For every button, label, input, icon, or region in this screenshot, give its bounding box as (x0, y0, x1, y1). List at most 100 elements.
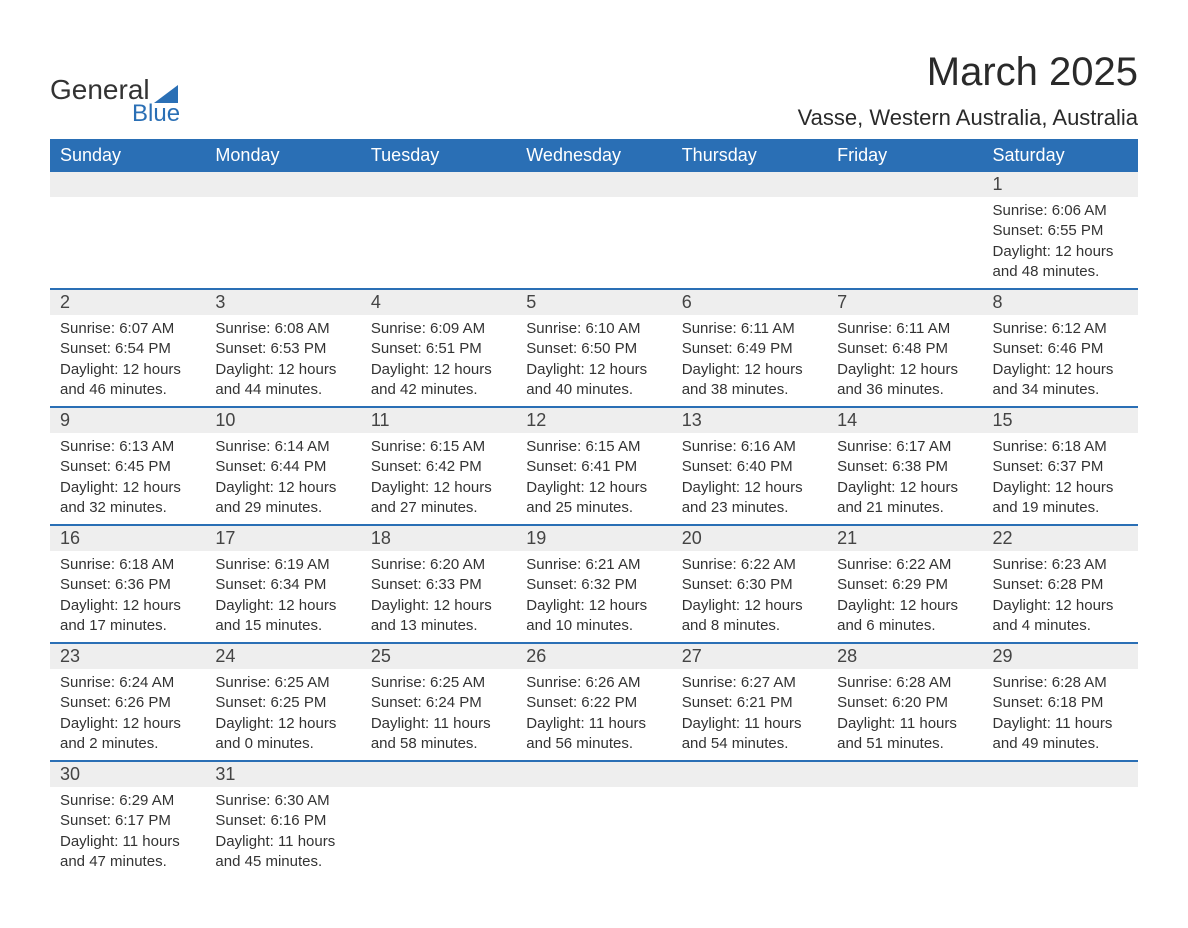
day-detail-cell: Sunrise: 6:12 AMSunset: 6:46 PMDaylight:… (983, 315, 1138, 407)
day-number-cell: 26 (516, 643, 671, 669)
week-daynum-row: 2345678 (50, 289, 1138, 315)
day-number-cell: 24 (205, 643, 360, 669)
day-number-cell: 27 (672, 643, 827, 669)
sunset-line: Sunset: 6:29 PM (837, 575, 972, 595)
sunset-line: Sunset: 6:30 PM (682, 575, 817, 595)
daylight-line: Daylight: 12 hours and 15 minutes. (215, 596, 350, 637)
sunrise-line: Sunrise: 6:25 AM (371, 673, 506, 693)
sunset-line: Sunset: 6:37 PM (993, 457, 1128, 477)
day-detail-cell: Sunrise: 6:21 AMSunset: 6:32 PMDaylight:… (516, 551, 671, 643)
sunrise-line: Sunrise: 6:25 AM (215, 673, 350, 693)
day-detail-cell: Sunrise: 6:27 AMSunset: 6:21 PMDaylight:… (672, 669, 827, 761)
day-detail-cell: Sunrise: 6:08 AMSunset: 6:53 PMDaylight:… (205, 315, 360, 407)
sunrise-line: Sunrise: 6:30 AM (215, 791, 350, 811)
daylight-line: Daylight: 12 hours and 2 minutes. (60, 714, 195, 755)
sunrise-line: Sunrise: 6:13 AM (60, 437, 195, 457)
day-detail-cell (205, 197, 360, 289)
day-number-cell: 2 (50, 289, 205, 315)
day-number-cell: 4 (361, 289, 516, 315)
sunrise-line: Sunrise: 6:23 AM (993, 555, 1128, 575)
day-detail-cell: Sunrise: 6:22 AMSunset: 6:30 PMDaylight:… (672, 551, 827, 643)
day-number-cell: 31 (205, 761, 360, 787)
day-detail-cell: Sunrise: 6:16 AMSunset: 6:40 PMDaylight:… (672, 433, 827, 525)
daylight-line: Daylight: 12 hours and 8 minutes. (682, 596, 817, 637)
sunrise-line: Sunrise: 6:18 AM (60, 555, 195, 575)
day-number-cell (827, 761, 982, 787)
day-number-cell: 29 (983, 643, 1138, 669)
day-number-cell: 22 (983, 525, 1138, 551)
sunset-line: Sunset: 6:16 PM (215, 811, 350, 831)
sunrise-line: Sunrise: 6:15 AM (526, 437, 661, 457)
day-detail-cell: Sunrise: 6:25 AMSunset: 6:25 PMDaylight:… (205, 669, 360, 761)
day-number-cell (361, 172, 516, 197)
sunrise-line: Sunrise: 6:08 AM (215, 319, 350, 339)
week-detail-row: Sunrise: 6:24 AMSunset: 6:26 PMDaylight:… (50, 669, 1138, 761)
sunset-line: Sunset: 6:45 PM (60, 457, 195, 477)
day-number-cell (516, 172, 671, 197)
day-number-cell: 5 (516, 289, 671, 315)
daylight-line: Daylight: 11 hours and 49 minutes. (993, 714, 1128, 755)
day-number-cell: 12 (516, 407, 671, 433)
sunrise-line: Sunrise: 6:22 AM (682, 555, 817, 575)
dayname-tuesday: Tuesday (361, 139, 516, 172)
week-daynum-row: 23242526272829 (50, 643, 1138, 669)
day-detail-cell: Sunrise: 6:14 AMSunset: 6:44 PMDaylight:… (205, 433, 360, 525)
day-detail-cell: Sunrise: 6:22 AMSunset: 6:29 PMDaylight:… (827, 551, 982, 643)
daylight-line: Daylight: 12 hours and 48 minutes. (993, 242, 1128, 283)
day-number-cell: 19 (516, 525, 671, 551)
daylight-line: Daylight: 12 hours and 32 minutes. (60, 478, 195, 519)
day-detail-cell (983, 787, 1138, 878)
day-number-cell (361, 761, 516, 787)
sunrise-line: Sunrise: 6:22 AM (837, 555, 972, 575)
daylight-line: Daylight: 11 hours and 47 minutes. (60, 832, 195, 873)
week-daynum-row: 3031 (50, 761, 1138, 787)
day-detail-cell: Sunrise: 6:15 AMSunset: 6:42 PMDaylight:… (361, 433, 516, 525)
day-number-cell (205, 172, 360, 197)
sunset-line: Sunset: 6:38 PM (837, 457, 972, 477)
sunrise-line: Sunrise: 6:11 AM (837, 319, 972, 339)
week-detail-row: Sunrise: 6:06 AMSunset: 6:55 PMDaylight:… (50, 197, 1138, 289)
dayname-thursday: Thursday (672, 139, 827, 172)
day-number-cell (672, 761, 827, 787)
daylight-line: Daylight: 12 hours and 6 minutes. (837, 596, 972, 637)
day-number-cell: 1 (983, 172, 1138, 197)
sunrise-line: Sunrise: 6:20 AM (371, 555, 506, 575)
daylight-line: Daylight: 11 hours and 56 minutes. (526, 714, 661, 755)
day-number-cell (983, 761, 1138, 787)
day-number-cell: 10 (205, 407, 360, 433)
sunset-line: Sunset: 6:25 PM (215, 693, 350, 713)
day-detail-cell: Sunrise: 6:18 AMSunset: 6:37 PMDaylight:… (983, 433, 1138, 525)
daylight-line: Daylight: 12 hours and 36 minutes. (837, 360, 972, 401)
week-detail-row: Sunrise: 6:13 AMSunset: 6:45 PMDaylight:… (50, 433, 1138, 525)
sunset-line: Sunset: 6:24 PM (371, 693, 506, 713)
sunrise-line: Sunrise: 6:14 AM (215, 437, 350, 457)
day-number-cell: 17 (205, 525, 360, 551)
day-number-cell: 11 (361, 407, 516, 433)
dayname-sunday: Sunday (50, 139, 205, 172)
sunset-line: Sunset: 6:34 PM (215, 575, 350, 595)
sunset-line: Sunset: 6:53 PM (215, 339, 350, 359)
sunset-line: Sunset: 6:17 PM (60, 811, 195, 831)
brand-name-b: Blue (132, 100, 180, 128)
sunrise-line: Sunrise: 6:15 AM (371, 437, 506, 457)
day-detail-cell (516, 787, 671, 878)
day-detail-cell: Sunrise: 6:20 AMSunset: 6:33 PMDaylight:… (361, 551, 516, 643)
sunrise-line: Sunrise: 6:17 AM (837, 437, 972, 457)
sunset-line: Sunset: 6:42 PM (371, 457, 506, 477)
day-detail-cell: Sunrise: 6:10 AMSunset: 6:50 PMDaylight:… (516, 315, 671, 407)
week-detail-row: Sunrise: 6:18 AMSunset: 6:36 PM Daylight:… (50, 551, 1138, 643)
daylight-line: Daylight: 11 hours and 54 minutes. (682, 714, 817, 755)
day-detail-cell (827, 197, 982, 289)
day-detail-cell: Sunrise: 6:29 AMSunset: 6:17 PMDaylight:… (50, 787, 205, 878)
daylight-line: Daylight: 12 hours and 27 minutes. (371, 478, 506, 519)
sunrise-line: Sunrise: 6:12 AM (993, 319, 1128, 339)
sunrise-line: Sunrise: 6:19 AM (215, 555, 350, 575)
sunset-line: Sunset: 6:28 PM (993, 575, 1128, 595)
day-number-cell: 8 (983, 289, 1138, 315)
daylight-line: Daylight: 12 hours and 13 minutes. (371, 596, 506, 637)
sunset-line: Sunset: 6:55 PM (993, 221, 1128, 241)
day-detail-cell: Sunrise: 6:07 AMSunset: 6:54 PMDaylight:… (50, 315, 205, 407)
daylight-line: Daylight: 12 hours and 46 minutes. (60, 360, 195, 401)
day-number-cell: 14 (827, 407, 982, 433)
sunset-line: Sunset: 6:36 PM (60, 575, 195, 595)
